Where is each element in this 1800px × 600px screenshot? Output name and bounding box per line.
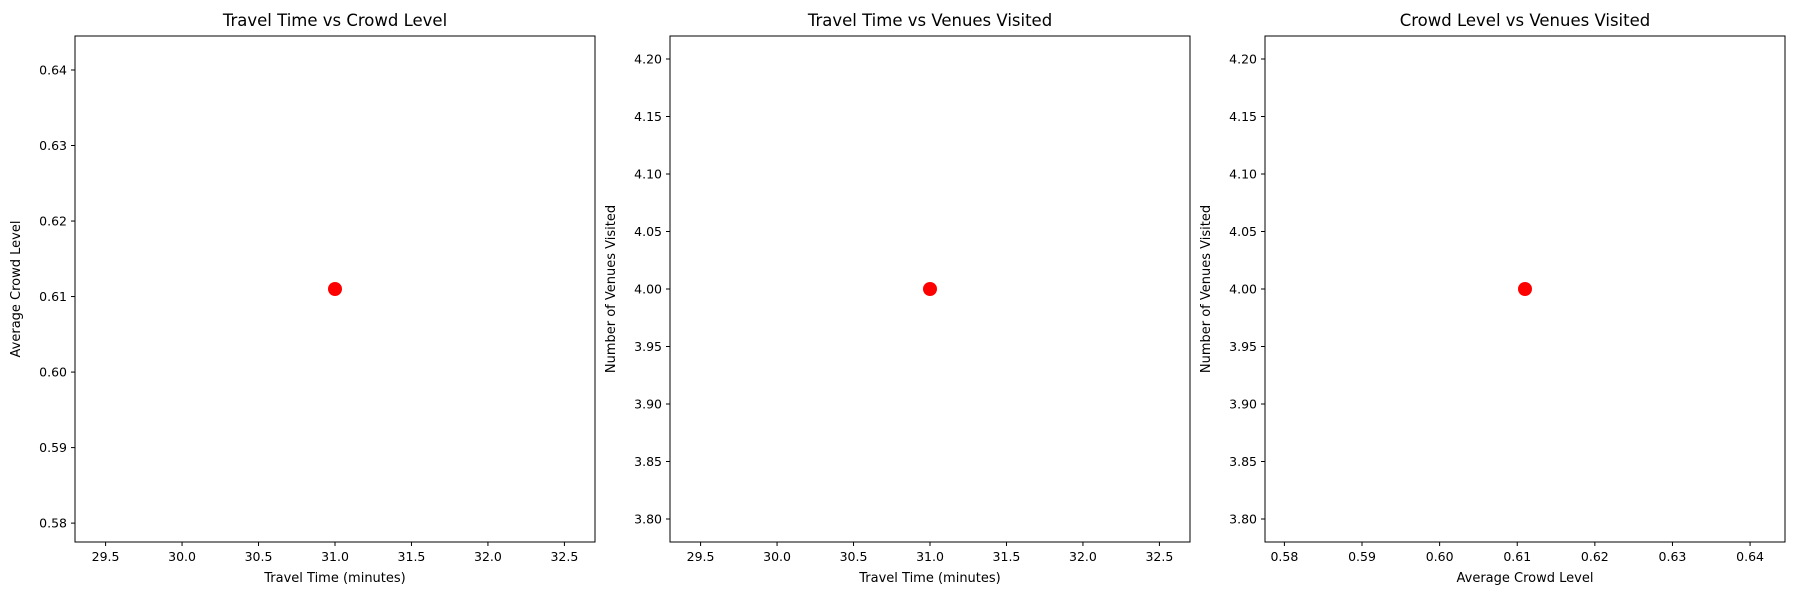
y-tick-label: 0.60 [39,365,67,380]
y-tick-label: 4.05 [1229,224,1257,239]
data-point [923,282,937,296]
y-axis-label: Average Crowd Level [9,221,24,358]
y-tick-label: 4.10 [634,167,662,182]
chart-title: Travel Time vs Venues Visited [807,11,1052,30]
x-tick-label: 31.0 [916,549,944,564]
x-tick-label: 0.64 [1736,549,1764,564]
x-tick-label: 32.0 [1069,549,1097,564]
y-tick-label: 4.20 [634,52,662,67]
y-tick-label: 0.59 [39,440,67,455]
y-tick-label: 3.85 [1229,454,1257,469]
x-tick-label: 32.5 [550,549,578,564]
x-axis-label: Travel Time (minutes) [263,571,406,586]
x-tick-label: 30.5 [245,549,273,564]
data-point [1518,282,1532,296]
x-tick-label: 32.0 [474,549,502,564]
y-axis-label: Number of Venues Visited [1199,205,1214,373]
chart-title: Travel Time vs Crowd Level [222,11,447,30]
x-tick-label: 30.0 [168,549,196,564]
y-tick-label: 3.90 [634,397,662,412]
y-axis-label: Number of Venues Visited [604,205,619,373]
y-tick-label: 3.80 [1229,512,1257,527]
x-tick-label: 30.0 [763,549,791,564]
y-tick-label: 3.95 [634,339,662,354]
y-tick-label: 4.05 [634,224,662,239]
x-tick-label: 31.5 [993,549,1021,564]
x-tick-label: 0.58 [1270,549,1298,564]
y-tick-label: 4.00 [634,282,662,297]
y-tick-label: 4.20 [1229,52,1257,67]
y-tick-label: 0.63 [39,138,67,153]
x-tick-label: 0.60 [1426,549,1454,564]
y-tick-label: 0.62 [39,214,67,229]
y-tick-label: 3.90 [1229,397,1257,412]
subplot-2: Travel Time vs Venues Visited Travel Tim… [604,11,1191,586]
x-tick-label: 0.59 [1348,549,1376,564]
x-axis-label: Travel Time (minutes) [858,571,1001,586]
x-tick-label: 32.5 [1145,549,1173,564]
x-tick-label: 0.61 [1503,549,1531,564]
data-point [328,282,342,296]
y-tick-label: 3.85 [634,454,662,469]
y-tick-label: 3.80 [634,512,662,527]
y-tick-label: 0.61 [39,289,67,304]
x-tick-label: 31.0 [321,549,349,564]
x-tick-label: 29.5 [687,549,715,564]
subplot-3: Crowd Level vs Venues Visited Average Cr… [1199,11,1786,586]
x-axis-label: Average Crowd Level [1457,571,1594,586]
chart-title: Crowd Level vs Venues Visited [1400,11,1651,30]
y-tick-label: 4.10 [1229,167,1257,182]
x-tick-label: 31.5 [398,549,426,564]
subplot-1: Travel Time vs Crowd Level Travel Time (… [9,11,596,586]
y-tick-label: 3.95 [1229,339,1257,354]
x-tick-label: 0.62 [1581,549,1609,564]
x-tick-label: 30.5 [840,549,868,564]
y-tick-label: 4.15 [634,109,662,124]
y-tick-label: 4.15 [1229,109,1257,124]
y-tick-label: 0.58 [39,516,67,531]
x-tick-label: 0.63 [1659,549,1687,564]
y-tick-label: 0.64 [39,62,67,77]
y-tick-label: 4.00 [1229,282,1257,297]
x-tick-label: 29.5 [92,549,120,564]
